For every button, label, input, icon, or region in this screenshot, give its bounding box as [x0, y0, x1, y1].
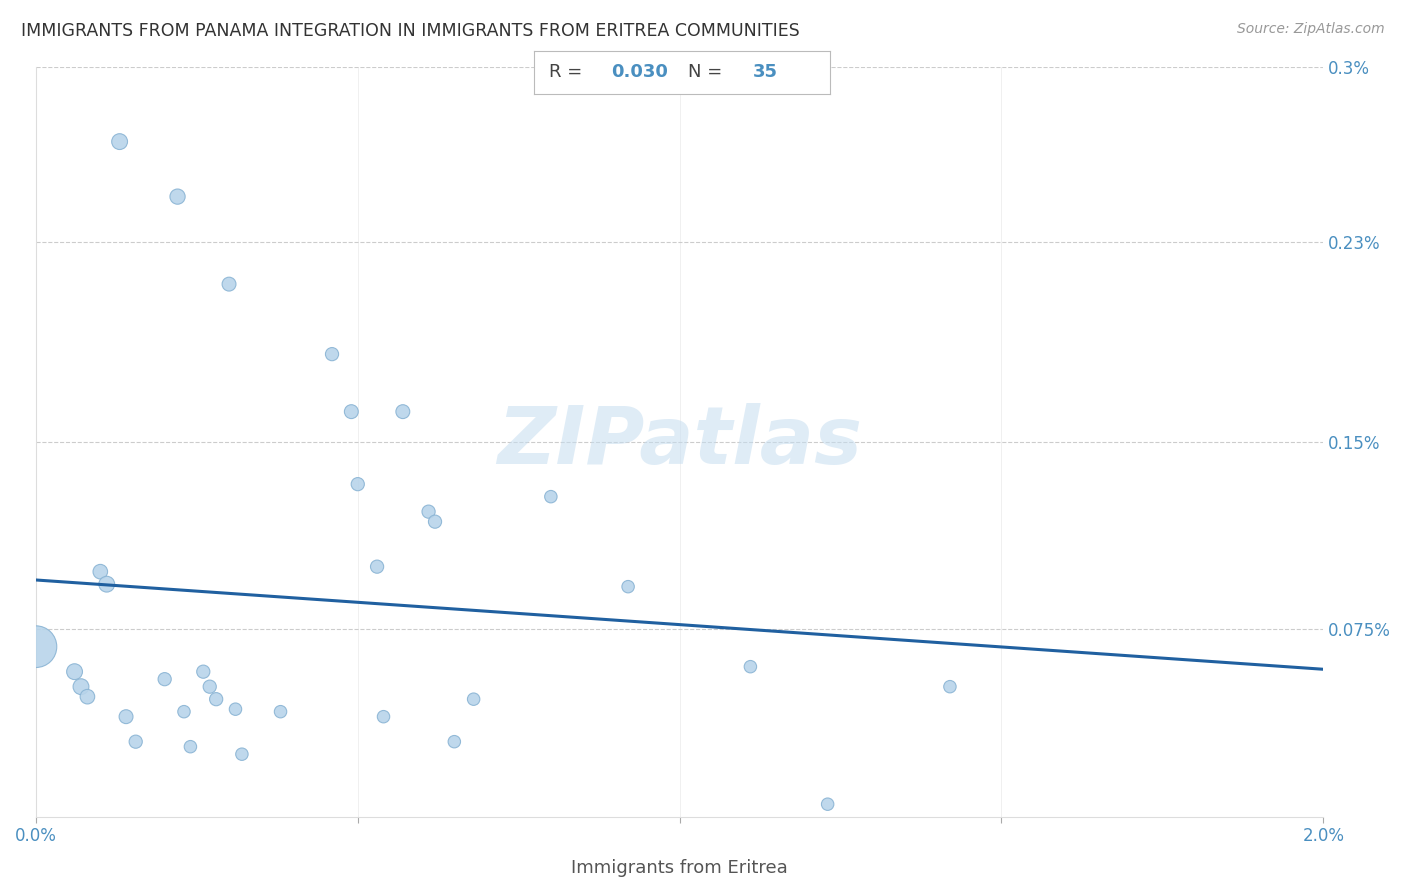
Point — [540, 490, 562, 504]
Point — [179, 739, 201, 754]
Point — [125, 734, 148, 748]
Point — [321, 347, 343, 361]
Text: N =: N = — [688, 63, 728, 81]
Point — [63, 665, 86, 679]
Point — [25, 640, 48, 654]
Point — [96, 577, 118, 591]
Point — [224, 702, 246, 716]
Point — [939, 680, 962, 694]
Text: 35: 35 — [752, 63, 778, 81]
Point — [193, 665, 215, 679]
Point — [817, 797, 839, 812]
Point — [153, 672, 176, 686]
Point — [115, 709, 138, 723]
Point — [198, 680, 221, 694]
Point — [173, 705, 195, 719]
Text: IMMIGRANTS FROM PANAMA INTEGRATION IN IMMIGRANTS FROM ERITREA COMMUNITIES: IMMIGRANTS FROM PANAMA INTEGRATION IN IM… — [21, 22, 800, 40]
Point — [392, 404, 415, 418]
X-axis label: Immigrants from Eritrea: Immigrants from Eritrea — [571, 859, 787, 877]
Text: R =: R = — [548, 63, 588, 81]
Point — [89, 565, 111, 579]
Text: Source: ZipAtlas.com: Source: ZipAtlas.com — [1237, 22, 1385, 37]
Point — [76, 690, 98, 704]
Point — [70, 680, 93, 694]
Point — [166, 189, 188, 203]
Point — [373, 709, 395, 723]
Point — [740, 659, 762, 673]
Point — [108, 135, 131, 149]
Point — [423, 515, 446, 529]
Point — [443, 734, 465, 748]
Point — [463, 692, 485, 706]
Point — [340, 404, 363, 418]
Text: 0.030: 0.030 — [612, 63, 668, 81]
Point — [346, 477, 368, 491]
Point — [366, 559, 388, 574]
Text: ZIPatlas: ZIPatlas — [498, 402, 862, 481]
Point — [218, 277, 240, 292]
Point — [418, 505, 440, 519]
Point — [617, 580, 640, 594]
Point — [231, 747, 253, 762]
Point — [205, 692, 228, 706]
Point — [270, 705, 292, 719]
